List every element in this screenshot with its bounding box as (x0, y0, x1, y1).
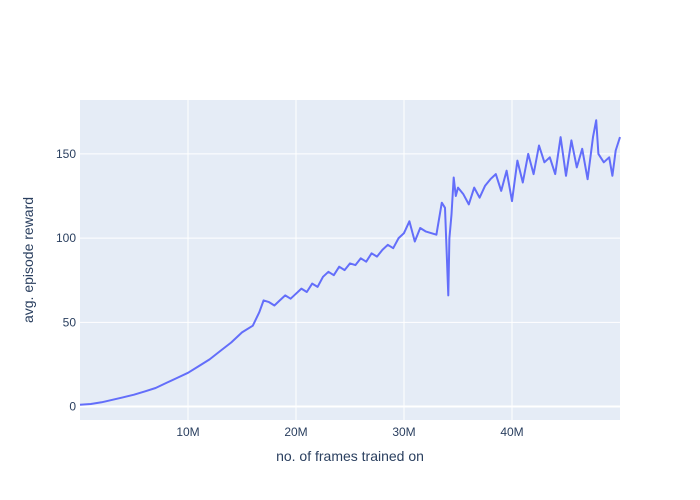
y-tick-label: 150 (56, 147, 76, 161)
x-tick-label: 40M (500, 425, 523, 439)
y-tick-label: 0 (69, 400, 76, 414)
x-tick-label: 20M (284, 425, 307, 439)
x-tick-labels: 10M 20M 30M 40M (176, 425, 523, 439)
x-tick-label: 30M (392, 425, 415, 439)
gridlines (80, 100, 620, 420)
y-tick-labels: 0 50 100 150 (56, 147, 76, 414)
x-tick-label: 10M (176, 425, 199, 439)
y-tick-label: 100 (56, 231, 76, 245)
y-tick-label: 50 (63, 315, 77, 329)
series-line (79, 119, 621, 406)
plot-background (80, 100, 620, 420)
y-axis-title: avg. episode reward (20, 197, 36, 323)
x-axis-title: no. of frames trained on (276, 448, 424, 464)
